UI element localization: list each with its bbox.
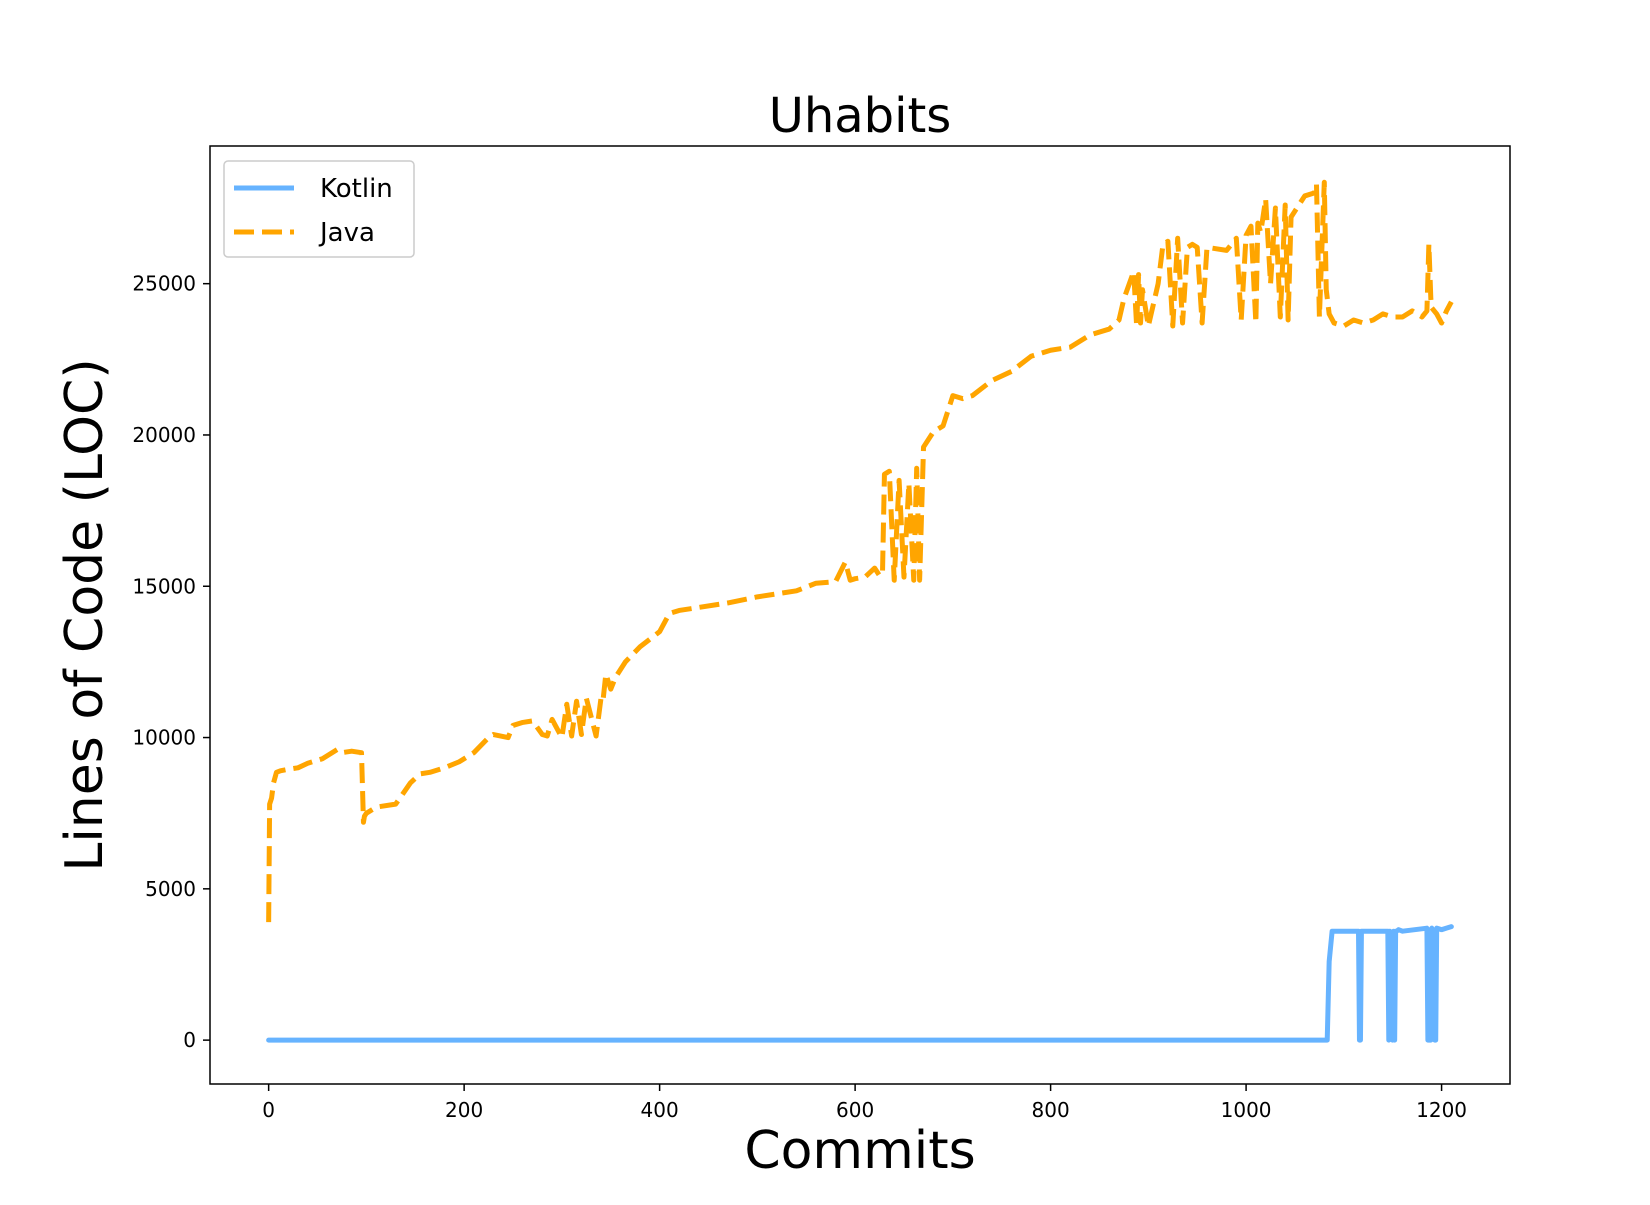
plot-frame (209, 145, 1511, 1085)
series-layer (266, 179, 1454, 1043)
x-tick-label: 600 (836, 1098, 874, 1122)
legend-label-kotlin: Kotlin (320, 174, 393, 204)
x-axis-label: Commits (744, 1121, 975, 1181)
x-tick-label: 1200 (1416, 1098, 1467, 1122)
x-tick-label: 200 (445, 1098, 483, 1122)
x-tick-label: 400 (641, 1098, 679, 1122)
y-axis-label: Lines of Code (LOC) (55, 358, 115, 871)
x-tick-label: 800 (1032, 1098, 1070, 1122)
series-line-kotlin (266, 924, 1454, 1043)
y-tick-label: 5000 (145, 877, 196, 901)
legend-label-java: Java (318, 218, 375, 248)
y-tick-label: 10000 (132, 726, 196, 750)
tick-layer: 0 200 400 600 800 1000 1200 0 5000 10000 15000 2000… (132, 272, 1467, 1122)
legend: Kotlin Java (223, 160, 415, 258)
y-tick-label: 20000 (132, 423, 196, 447)
chart-title: Uhabits (769, 88, 952, 144)
y-tick-label: 15000 (132, 574, 196, 598)
y-tick-label: 0 (183, 1028, 196, 1052)
series-line-java (266, 179, 1454, 923)
x-tick-label: 1000 (1221, 1098, 1272, 1122)
x-tick-label: 0 (262, 1098, 275, 1122)
y-tick-label: 25000 (132, 272, 196, 296)
